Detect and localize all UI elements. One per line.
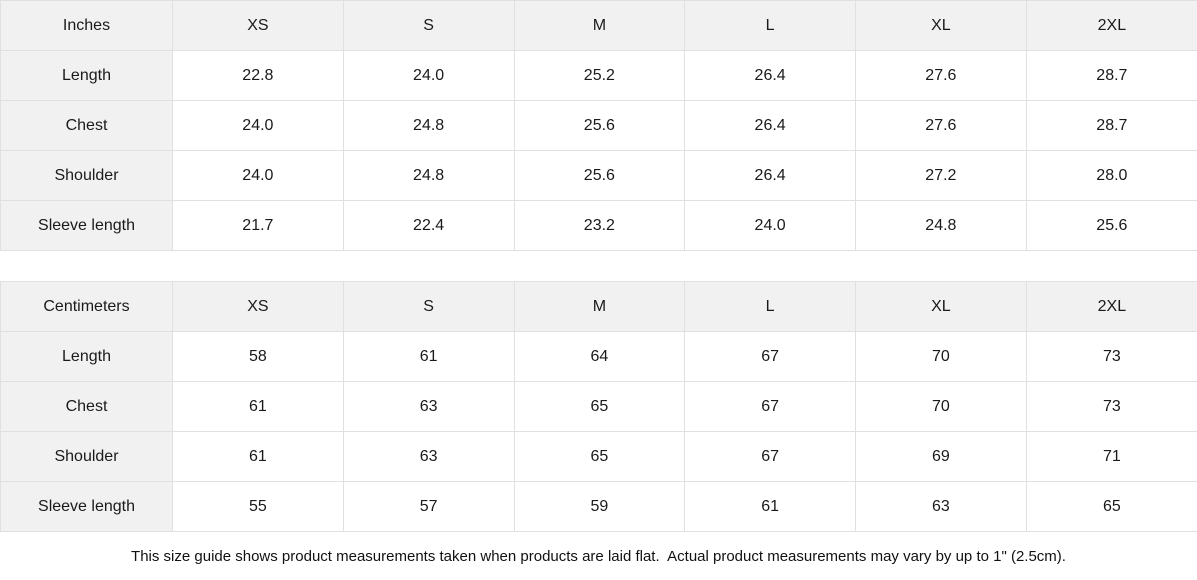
size-col-header: 2XL [1025,0,1197,51]
measurement-value: 63 [342,431,515,482]
measurement-value: 57 [342,481,515,532]
measurement-value: 25.2 [513,50,686,101]
measurement-value: 67 [684,431,856,482]
size-col-header: S [342,281,515,332]
measurement-value: 24.0 [172,100,344,151]
metric-label: Sleeve length [0,481,173,532]
metric-label: Shoulder [0,150,173,201]
table-spacer [0,251,1197,281]
table-row: Sleeve length 55 57 59 61 63 65 [0,481,1197,532]
measurement-value: 28.7 [1025,50,1197,101]
measurement-value: 70 [855,331,1027,382]
measurement-value: 63 [342,381,515,432]
size-col-header: M [513,281,686,332]
measurement-value: 27.6 [855,100,1027,151]
size-guide-note: This size guide shows product measuremen… [0,532,1197,580]
measurement-value: 58 [172,331,344,382]
measurement-value: 61 [342,331,515,382]
table-row: Chest 24.0 24.8 25.6 26.4 27.6 28.7 [0,100,1197,151]
measurement-value: 24.0 [172,150,344,201]
table-row: Shoulder 61 63 65 67 69 71 [0,431,1197,482]
size-col-header: 2XL [1025,281,1197,332]
measurement-value: 70 [855,381,1027,432]
metric-label: Length [0,331,173,382]
size-col-header: M [513,0,686,51]
metric-label: Chest [0,100,173,151]
measurement-value: 24.0 [342,50,515,101]
measurement-value: 28.7 [1025,100,1197,151]
measurement-value: 61 [172,431,344,482]
measurement-value: 22.4 [342,200,515,251]
metric-label: Sleeve length [0,200,173,251]
table-row: Centimeters XS S M L XL 2XL [0,281,1197,332]
measurement-value: 73 [1025,331,1197,382]
table-row: Chest 61 63 65 67 70 73 [0,381,1197,432]
measurement-value: 69 [855,431,1027,482]
measurement-value: 24.8 [342,150,515,201]
measurement-value: 67 [684,331,856,382]
table-row: Inches XS S M L XL 2XL [0,0,1197,51]
table-row: Length 22.8 24.0 25.2 26.4 27.6 28.7 [0,50,1197,101]
metric-label: Chest [0,381,173,432]
measurement-value: 73 [1025,381,1197,432]
metric-label: Shoulder [0,431,173,482]
measurement-value: 25.6 [1025,200,1197,251]
table-row: Sleeve length 21.7 22.4 23.2 24.0 24.8 2… [0,200,1197,251]
measurement-value: 27.6 [855,50,1027,101]
measurement-value: 64 [513,331,686,382]
measurement-value: 25.6 [513,100,686,151]
measurement-value: 55 [172,481,344,532]
measurement-value: 61 [172,381,344,432]
size-col-header: XS [172,281,344,332]
size-col-header: L [684,281,856,332]
measurement-value: 24.0 [684,200,856,251]
unit-header: Centimeters [0,281,173,332]
unit-header: Inches [0,0,173,51]
measurement-value: 27.2 [855,150,1027,201]
measurement-value: 24.8 [342,100,515,151]
size-col-header: L [684,0,856,51]
measurement-value: 24.8 [855,200,1027,251]
measurement-value: 21.7 [172,200,344,251]
measurement-value: 65 [1025,481,1197,532]
measurement-value: 26.4 [684,50,856,101]
measurement-value: 25.6 [513,150,686,201]
size-col-header: XS [172,0,344,51]
measurement-value: 71 [1025,431,1197,482]
measurement-value: 61 [684,481,856,532]
metric-label: Length [0,50,173,101]
measurement-value: 65 [513,381,686,432]
measurement-value: 67 [684,381,856,432]
size-col-header: XL [855,281,1027,332]
measurement-value: 26.4 [684,150,856,201]
table-row: Length 58 61 64 67 70 73 [0,331,1197,382]
centimeters-table: Centimeters XS S M L XL 2XL Length 58 61… [0,281,1197,532]
measurement-value: 23.2 [513,200,686,251]
measurement-value: 59 [513,481,686,532]
size-col-header: S [342,0,515,51]
measurement-value: 28.0 [1025,150,1197,201]
measurement-value: 22.8 [172,50,344,101]
inches-table: Inches XS S M L XL 2XL Length 22.8 24.0 … [0,0,1197,251]
table-row: Shoulder 24.0 24.8 25.6 26.4 27.2 28.0 [0,150,1197,201]
size-col-header: XL [855,0,1027,51]
measurement-value: 26.4 [684,100,856,151]
measurement-value: 63 [855,481,1027,532]
measurement-value: 65 [513,431,686,482]
